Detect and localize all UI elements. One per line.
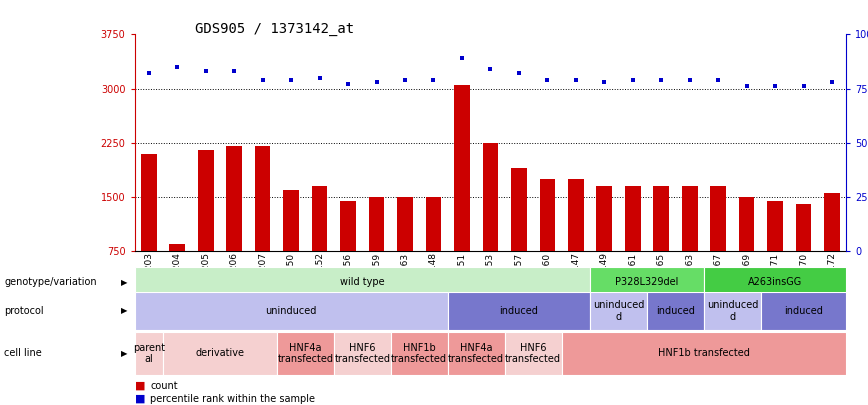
Bar bbox=[141, 153, 156, 251]
Text: ▶: ▶ bbox=[121, 306, 128, 315]
Text: genotype/variation: genotype/variation bbox=[4, 277, 97, 288]
Text: wild type: wild type bbox=[340, 277, 385, 288]
Bar bbox=[425, 197, 441, 251]
Text: induced: induced bbox=[499, 306, 538, 316]
Text: GDS905 / 1373142_at: GDS905 / 1373142_at bbox=[195, 22, 354, 36]
Bar bbox=[647, 292, 704, 330]
Bar bbox=[511, 168, 527, 251]
Bar bbox=[448, 292, 590, 330]
Bar bbox=[590, 292, 647, 330]
Bar bbox=[398, 197, 413, 251]
Text: A263insGG: A263insGG bbox=[748, 277, 802, 288]
Bar bbox=[448, 332, 504, 375]
Bar bbox=[540, 179, 556, 251]
Bar bbox=[312, 186, 327, 251]
Text: derivative: derivative bbox=[195, 348, 245, 358]
Text: P328L329del: P328L329del bbox=[615, 277, 679, 288]
Bar bbox=[283, 190, 299, 251]
Bar bbox=[340, 200, 356, 251]
Text: HNF1b transfected: HNF1b transfected bbox=[658, 348, 750, 358]
Bar bbox=[682, 186, 698, 251]
Bar bbox=[169, 244, 185, 251]
Bar bbox=[796, 204, 812, 251]
Bar bbox=[135, 267, 590, 298]
Text: HNF6
transfected: HNF6 transfected bbox=[505, 343, 561, 364]
Bar bbox=[277, 332, 334, 375]
Text: ■: ■ bbox=[135, 381, 145, 390]
Bar bbox=[227, 146, 242, 251]
Bar bbox=[704, 267, 846, 298]
Text: HNF1b
transfected: HNF1b transfected bbox=[391, 343, 447, 364]
Bar bbox=[255, 146, 271, 251]
Text: count: count bbox=[150, 381, 178, 390]
Bar bbox=[334, 332, 391, 375]
Text: uninduced
d: uninduced d bbox=[593, 300, 644, 322]
Bar bbox=[767, 200, 783, 251]
Bar bbox=[135, 292, 448, 330]
Bar bbox=[761, 292, 846, 330]
Bar bbox=[739, 197, 754, 251]
Text: ■: ■ bbox=[135, 394, 145, 404]
Bar bbox=[590, 267, 704, 298]
Bar bbox=[625, 186, 641, 251]
Bar bbox=[562, 332, 846, 375]
Text: uninduced: uninduced bbox=[266, 306, 317, 316]
Text: HNF4a
transfected: HNF4a transfected bbox=[448, 343, 504, 364]
Text: cell line: cell line bbox=[4, 348, 42, 358]
Bar bbox=[391, 332, 448, 375]
Bar bbox=[198, 150, 214, 251]
Bar bbox=[483, 143, 498, 251]
Text: ▶: ▶ bbox=[121, 349, 128, 358]
Text: percentile rank within the sample: percentile rank within the sample bbox=[150, 394, 315, 404]
Text: induced: induced bbox=[656, 306, 695, 316]
Text: uninduced
d: uninduced d bbox=[707, 300, 758, 322]
Bar bbox=[163, 332, 277, 375]
Bar bbox=[596, 186, 612, 251]
Bar bbox=[369, 197, 385, 251]
Bar bbox=[825, 193, 840, 251]
Text: induced: induced bbox=[784, 306, 823, 316]
Bar bbox=[710, 186, 726, 251]
Bar bbox=[135, 332, 163, 375]
Bar bbox=[454, 85, 470, 251]
Text: protocol: protocol bbox=[4, 306, 44, 316]
Bar bbox=[504, 332, 562, 375]
Bar bbox=[568, 179, 583, 251]
Text: ▶: ▶ bbox=[121, 278, 128, 287]
Text: HNF4a
transfected: HNF4a transfected bbox=[278, 343, 333, 364]
Text: parent
al: parent al bbox=[133, 343, 165, 364]
Bar bbox=[704, 292, 761, 330]
Bar bbox=[654, 186, 669, 251]
Text: HNF6
transfected: HNF6 transfected bbox=[334, 343, 391, 364]
